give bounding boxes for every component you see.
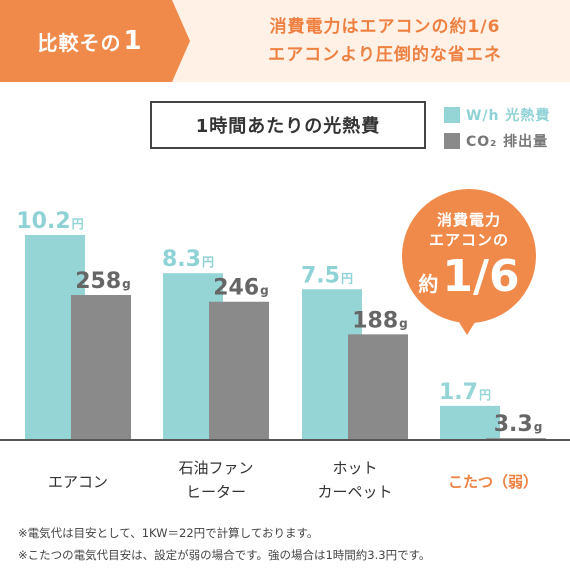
data-label-co2-1: 246g xyxy=(213,276,269,301)
legend-item-co2: CO₂ 排出量 xyxy=(444,130,570,152)
data-label-cost-0: 10.2円 xyxy=(16,209,83,234)
bar-co2-2 xyxy=(348,334,408,440)
comparison-tag-number: 1 xyxy=(123,26,143,56)
category-label-2: ホットカーペット xyxy=(317,459,392,501)
callout-ratio: 約 1/6 xyxy=(418,252,519,302)
data-label-cost-1: 8.3円 xyxy=(162,247,214,272)
chart-legend: W/h 光熱費 CO₂ 排出量 xyxy=(444,104,570,156)
data-label-co2-2: 188g xyxy=(352,308,408,333)
header-message-line1: 消費電力はエアコンの約1/6 xyxy=(269,17,501,37)
header-banner: 比較その 1 消費電力はエアコンの約1/6 エアコンより圧倒的な省エネ xyxy=(0,0,570,82)
category-label-0: エアコン xyxy=(48,473,108,491)
comparison-tag xyxy=(0,0,190,82)
header-message-line2: エアコンより圧倒的な省エネ xyxy=(268,45,502,65)
category-label-1: 石油ファンヒーター xyxy=(178,459,253,501)
legend-label-co2: CO₂ 排出量 xyxy=(466,134,549,150)
data-label-co2-3: 3.3g xyxy=(494,412,543,437)
legend-item-cost: W/h 光熱費 xyxy=(444,104,570,126)
data-label-cost-3: 1.7円 xyxy=(439,380,491,405)
comparison-tag-label: 比較その 1 xyxy=(0,0,180,82)
data-label-cost-2: 7.5円 xyxy=(301,263,353,288)
callout-bubble: 消費電力 エアコンの 約 1/6 xyxy=(402,189,536,335)
footnotes: ※電気代は目安として、1KW＝22円で計算しております。 ※こたつの電気代目安は… xyxy=(18,522,570,566)
category-label-3: こたつ（弱） xyxy=(448,473,538,491)
legend-label-cost: W/h 光熱費 xyxy=(466,108,551,124)
bar-co2-0 xyxy=(71,295,131,440)
legend-swatch-co2 xyxy=(444,133,460,149)
footnote-1: ※電気代は目安として、1KW＝22円で計算しております。 xyxy=(18,526,319,540)
header-message: 消費電力はエアコンの約1/6 エアコンより圧倒的な省エネ xyxy=(200,0,570,82)
bar-cost-3 xyxy=(440,405,500,440)
chart-title: 1時間あたりの光熱費 xyxy=(150,101,426,149)
callout-line2: エアコンの xyxy=(428,231,509,249)
bar-co2-1 xyxy=(209,301,269,440)
legend-swatch-cost xyxy=(444,107,460,123)
callout-prefix: 約 xyxy=(418,272,439,296)
callout-line1: 消費電力 xyxy=(436,211,501,229)
callout-big-value: 1/6 xyxy=(442,251,520,302)
data-label-co2-0: 258g xyxy=(75,269,131,294)
comparison-tag-text: 比較その xyxy=(37,30,122,55)
bar-chart: 10.2円 258g エアコン 8.3円 246g 石油ファンヒーター 7.5円 188g ホッ… xyxy=(0,209,570,501)
footnote-2: ※こたつの電気代目安は、設定が弱の場合です。強の場合は1時間約3.3円です。 xyxy=(18,548,431,562)
